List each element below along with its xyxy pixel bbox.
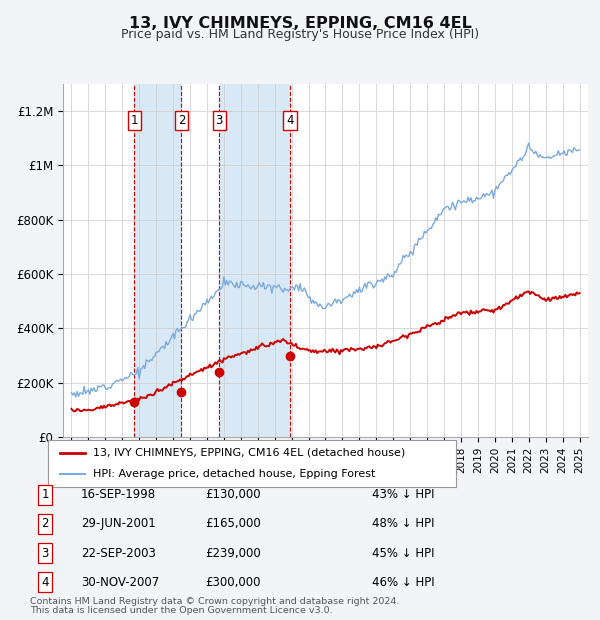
Text: 13, IVY CHIMNEYS, EPPING, CM16 4EL (detached house): 13, IVY CHIMNEYS, EPPING, CM16 4EL (deta… — [93, 448, 405, 458]
Text: 3: 3 — [215, 114, 223, 127]
Text: £130,000: £130,000 — [205, 489, 261, 501]
Text: 30-NOV-2007: 30-NOV-2007 — [81, 576, 159, 588]
Text: 29-JUN-2001: 29-JUN-2001 — [81, 518, 156, 530]
Bar — [219, 84, 290, 437]
Text: 13, IVY CHIMNEYS, EPPING, CM16 4EL: 13, IVY CHIMNEYS, EPPING, CM16 4EL — [128, 16, 472, 30]
Text: 45% ↓ HPI: 45% ↓ HPI — [372, 547, 434, 559]
Text: 46% ↓ HPI: 46% ↓ HPI — [372, 576, 434, 588]
Text: 2: 2 — [41, 518, 49, 530]
Text: £300,000: £300,000 — [205, 576, 261, 588]
Text: 4: 4 — [41, 576, 49, 588]
Text: 2: 2 — [178, 114, 185, 127]
Text: Contains HM Land Registry data © Crown copyright and database right 2024.: Contains HM Land Registry data © Crown c… — [30, 597, 400, 606]
Text: 1: 1 — [41, 489, 49, 501]
Text: 22-SEP-2003: 22-SEP-2003 — [81, 547, 156, 559]
Text: 1: 1 — [131, 114, 138, 127]
Text: This data is licensed under the Open Government Licence v3.0.: This data is licensed under the Open Gov… — [30, 606, 332, 615]
Text: Price paid vs. HM Land Registry's House Price Index (HPI): Price paid vs. HM Land Registry's House … — [121, 28, 479, 41]
Text: 4: 4 — [286, 114, 294, 127]
Text: £239,000: £239,000 — [205, 547, 261, 559]
Text: 16-SEP-1998: 16-SEP-1998 — [81, 489, 156, 501]
Bar — [134, 84, 181, 437]
Text: 48% ↓ HPI: 48% ↓ HPI — [372, 518, 434, 530]
Text: 43% ↓ HPI: 43% ↓ HPI — [372, 489, 434, 501]
Text: 3: 3 — [41, 547, 49, 559]
Text: HPI: Average price, detached house, Epping Forest: HPI: Average price, detached house, Eppi… — [93, 469, 375, 479]
Text: £165,000: £165,000 — [205, 518, 261, 530]
